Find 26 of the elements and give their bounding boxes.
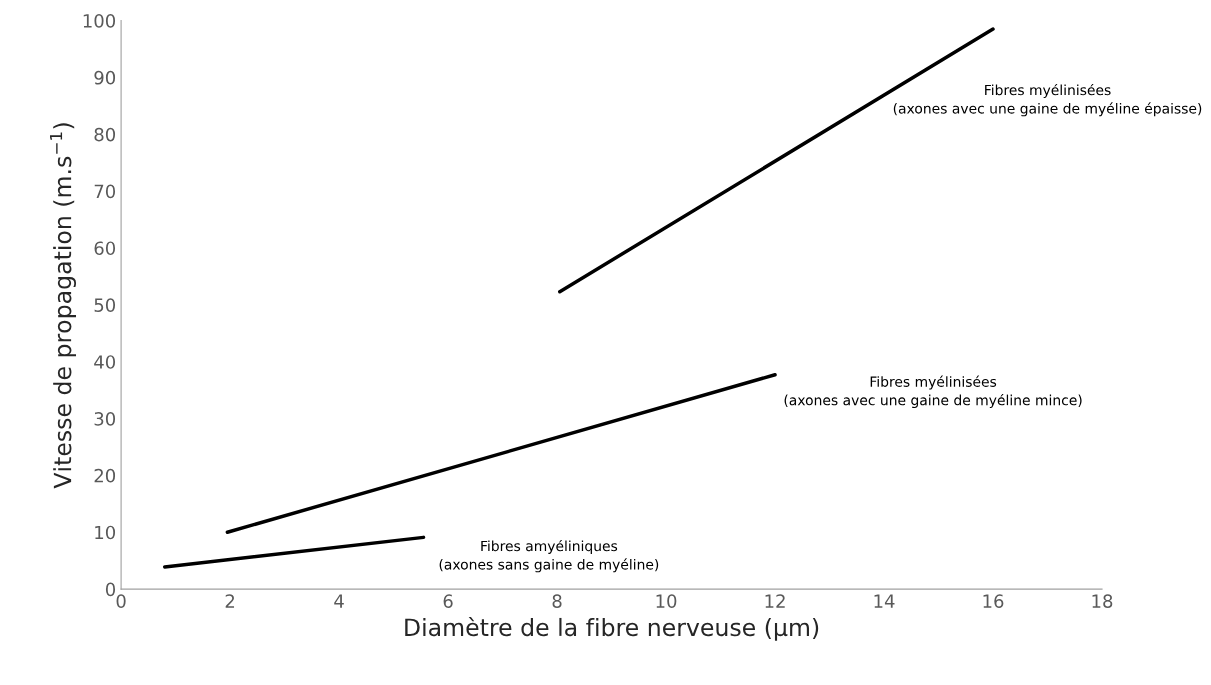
x-tick-label: 18 xyxy=(1092,594,1113,608)
series-label: Fibres myélinisées (axones avec une gaine de myéline mince) xyxy=(784,375,1082,409)
x-tick-label: 8 xyxy=(552,594,562,608)
x-tick-label: 10 xyxy=(656,594,677,608)
y-tick-label: 50 xyxy=(94,298,116,312)
y-tick-label: 60 xyxy=(94,241,116,256)
y-tick-label: 100 xyxy=(83,14,116,28)
y-tick-label: 90 xyxy=(94,70,116,85)
y-tick-label: 0 xyxy=(105,582,116,597)
y-tick-label: 10 xyxy=(95,525,116,540)
x-tick-label: 12 xyxy=(765,594,785,608)
x-tick-label: 4 xyxy=(334,594,344,608)
series-label: Fibres amyéliniques (axones sans gaine de myéline) xyxy=(439,539,659,573)
y-tick-label: 40 xyxy=(94,355,116,369)
y-tick-label: 20 xyxy=(94,468,116,483)
y-tick-label: 80 xyxy=(94,127,116,142)
x-axis-title: Diamètre de la fibre nerveuse (µm) xyxy=(405,616,819,641)
y-axis-title: Vitesse de propagation (m.s$^{−1}$) xyxy=(50,123,77,489)
x-tick-label: 16 xyxy=(983,594,1004,608)
x-tick-label: 6 xyxy=(443,594,453,608)
x-tick-label: 2 xyxy=(225,594,235,608)
x-tick-label: 0 xyxy=(116,594,126,608)
series-label: Fibres myélinisées (axones avec une gaine de myéline épaisse) xyxy=(893,83,1202,117)
y-tick-label: 70 xyxy=(94,184,116,199)
y-tick-label: 30 xyxy=(94,411,116,426)
x-tick-label: 14 xyxy=(874,594,895,608)
